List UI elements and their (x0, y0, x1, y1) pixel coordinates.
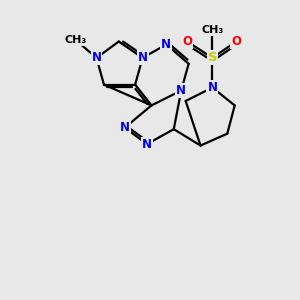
Text: N: N (207, 81, 218, 94)
Text: CH₃: CH₃ (201, 25, 224, 34)
Text: CH₃: CH₃ (64, 35, 87, 45)
Text: N: N (92, 51, 101, 64)
Text: N: N (176, 84, 186, 97)
Text: N: N (142, 138, 152, 151)
Text: O: O (231, 35, 241, 48)
Text: S: S (208, 51, 217, 64)
Text: N: N (120, 121, 130, 134)
Text: O: O (182, 35, 192, 48)
Text: N: N (161, 38, 171, 51)
Text: N: N (138, 51, 148, 64)
